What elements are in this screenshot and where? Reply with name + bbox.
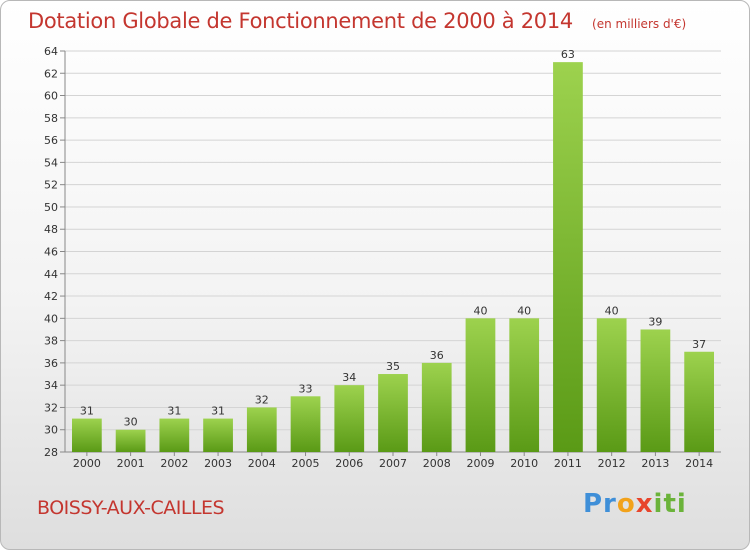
value-label: 30 xyxy=(124,416,138,429)
x-tick-label: 2005 xyxy=(292,457,320,470)
bar-2009 xyxy=(465,318,496,452)
x-tick-label: 2002 xyxy=(160,457,188,470)
y-tick-label: 50 xyxy=(44,201,58,214)
y-tick-label: 38 xyxy=(44,335,58,348)
x-tick-label: 2006 xyxy=(335,457,363,470)
chart-subtitle: (en milliers d'€) xyxy=(592,17,687,31)
x-tick-label: 2001 xyxy=(117,457,145,470)
bar-2011 xyxy=(553,62,583,453)
value-label: 63 xyxy=(561,48,575,61)
value-label: 40 xyxy=(605,304,619,317)
y-tick-label: 36 xyxy=(44,357,58,370)
y-tick-label: 46 xyxy=(44,246,58,259)
bar-2004 xyxy=(246,407,277,452)
x-tick-label: 2010 xyxy=(510,457,538,470)
value-label: 32 xyxy=(255,393,269,406)
x-tick-label: 2009 xyxy=(466,457,494,470)
bar-2010 xyxy=(509,318,540,452)
value-label: 34 xyxy=(342,371,356,384)
y-tick-label: 52 xyxy=(44,179,58,192)
commune-name: BOISSY-AUX-CAILLES xyxy=(37,497,225,519)
title-row: Dotation Globale de Fonctionnement de 20… xyxy=(28,9,686,33)
value-label: 40 xyxy=(517,304,531,317)
bar-2007 xyxy=(378,374,408,452)
y-tick-label: 42 xyxy=(44,290,58,303)
x-tick-label: 2011 xyxy=(554,457,582,470)
value-label: 39 xyxy=(648,315,662,328)
y-tick-label: 34 xyxy=(44,379,58,392)
y-tick-label: 56 xyxy=(44,134,58,147)
logo-part-2: o xyxy=(616,489,636,519)
y-tick-label: 30 xyxy=(44,424,58,437)
logo-part-1: Pr xyxy=(583,489,617,519)
bar-2013 xyxy=(640,329,671,452)
chart-title: Dotation Globale de Fonctionnement de 20… xyxy=(28,9,573,33)
value-label: 36 xyxy=(430,349,444,362)
bar-2014 xyxy=(684,351,715,452)
x-tick-label: 2007 xyxy=(379,457,407,470)
bar-2002 xyxy=(159,418,190,452)
value-label: 31 xyxy=(167,405,181,418)
x-tick-label: 2014 xyxy=(685,457,713,470)
y-tick-label: 58 xyxy=(44,112,58,125)
y-tick-label: 60 xyxy=(44,90,58,103)
proxiti-logo[interactable]: Proxiti xyxy=(583,489,687,519)
bar-2005 xyxy=(290,396,321,452)
value-label: 37 xyxy=(692,338,706,351)
x-tick-label: 2000 xyxy=(73,457,101,470)
labels: 28 30 32 34 36 38 40 42 44 46 48 50 52 54 56 58 60 62 64 20… xyxy=(44,45,713,470)
value-label: 35 xyxy=(386,360,400,373)
x-tick-label: 2004 xyxy=(248,457,276,470)
logo-part-3: x xyxy=(635,489,654,519)
value-label: 31 xyxy=(80,405,94,418)
bar-2008 xyxy=(421,362,452,452)
x-tick-label: 2013 xyxy=(641,457,669,470)
y-tick-label: 44 xyxy=(44,268,58,281)
y-tick-label: 64 xyxy=(44,45,58,58)
y-tick-label: 54 xyxy=(44,156,58,169)
x-tick-label: 2012 xyxy=(598,457,626,470)
x-tick-label: 2008 xyxy=(423,457,451,470)
bar-2006 xyxy=(334,385,365,452)
bar-2001 xyxy=(115,429,146,452)
bar-2012 xyxy=(596,318,627,452)
bar-2003 xyxy=(203,418,233,452)
value-label: 31 xyxy=(211,405,225,418)
y-tick-label: 40 xyxy=(44,312,58,325)
y-tick-label: 62 xyxy=(44,67,58,80)
bar-2000 xyxy=(71,418,102,452)
y-tick-label: 48 xyxy=(44,223,58,236)
bars xyxy=(71,62,715,453)
y-tick-label: 32 xyxy=(44,401,58,414)
y-tick-label: 28 xyxy=(44,446,58,459)
logo-part-4: iti xyxy=(653,489,687,519)
value-label: 33 xyxy=(299,382,313,395)
value-label: 40 xyxy=(473,304,487,317)
x-tick-label: 2003 xyxy=(204,457,232,470)
